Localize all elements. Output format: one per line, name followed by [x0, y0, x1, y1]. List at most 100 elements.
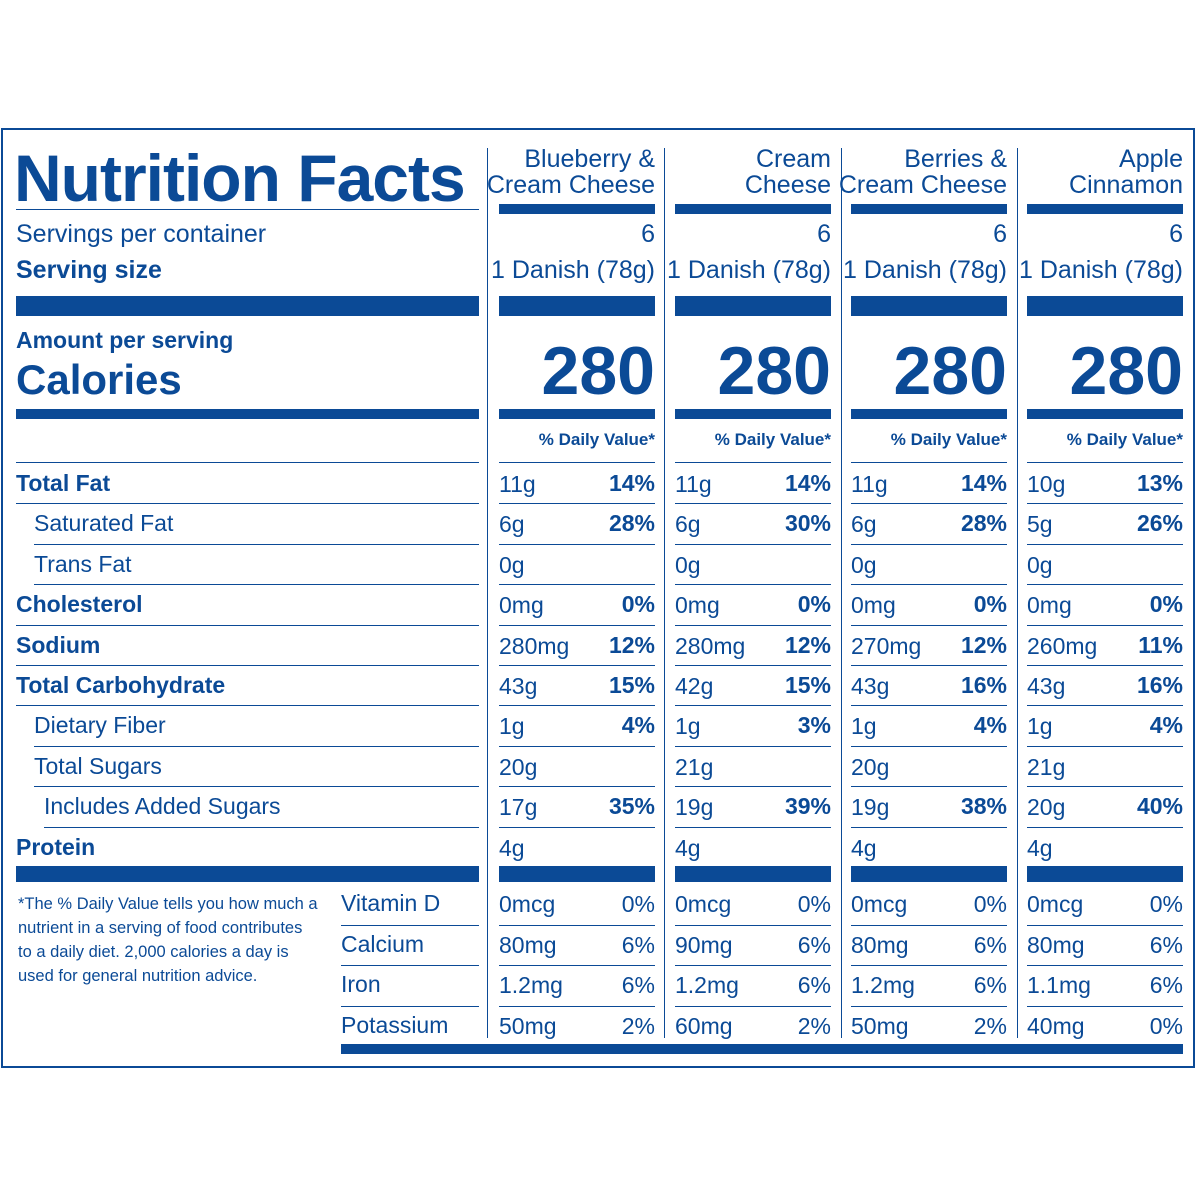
row-divider — [675, 826, 831, 828]
row-divider — [675, 786, 831, 788]
row-divider — [851, 665, 1007, 666]
nutrient-amount: 21g — [675, 753, 714, 780]
row-divider — [16, 503, 479, 505]
servings-value: 6 — [817, 220, 831, 248]
header-bar — [499, 204, 655, 214]
thick-divider — [675, 296, 831, 316]
vitamin-daily-value: 2% — [797, 1012, 831, 1039]
nutrient-daily-value: 14% — [608, 470, 655, 496]
row-divider — [1027, 503, 1183, 505]
daily-value-header: % Daily Value* — [890, 430, 1007, 449]
product-name-line2: Cream Cheese — [838, 171, 1007, 199]
nutrient-daily-value: 38% — [960, 793, 1007, 820]
row-divider — [675, 1005, 831, 1007]
row-divider — [34, 745, 479, 747]
nutrient-daily-value: 39% — [784, 793, 831, 820]
vitamin-label: Calcium — [341, 930, 425, 957]
nutrient-amount: 43g — [1027, 673, 1066, 699]
footnote: *The % Daily Value tells you how much a … — [18, 895, 318, 985]
divider — [1027, 462, 1183, 463]
vitamin-amount: 1.2mg — [851, 972, 915, 998]
row-divider — [851, 503, 1007, 505]
vitamin-label: Vitamin D — [341, 890, 441, 916]
nutrient-amount: 260mg — [1027, 632, 1098, 659]
medium-divider — [1027, 409, 1183, 419]
nutrient-amount: 270mg — [851, 632, 922, 659]
nutrient-daily-value: 12% — [608, 631, 655, 658]
row-divider — [1027, 543, 1183, 545]
row-divider — [499, 826, 655, 828]
row-divider — [1027, 745, 1183, 747]
thick-divider — [499, 296, 655, 316]
nutrient-label: Trans Fat — [34, 550, 132, 577]
thick-divider — [851, 296, 1007, 316]
row-divider — [1027, 924, 1183, 926]
vitamin-daily-value: 6% — [973, 972, 1007, 998]
column-divider — [664, 148, 665, 1038]
nutrient-daily-value: 12% — [784, 631, 831, 658]
nutrient-amount: 43g — [499, 673, 538, 699]
divider — [675, 462, 831, 463]
row-divider — [44, 826, 479, 828]
vitamin-amount: 0mcg — [851, 891, 908, 917]
vitamin-daily-value: 6% — [1149, 972, 1183, 998]
row-divider — [851, 624, 1007, 626]
nutrient-amount: 4g — [675, 834, 701, 861]
nutrient-amount: 0g — [675, 551, 701, 578]
row-divider — [851, 584, 1007, 586]
serving-size-label: Serving size — [16, 256, 162, 284]
nutrient-label: Cholesterol — [16, 591, 143, 618]
calories-label: Calories — [16, 356, 182, 403]
servings-value: 6 — [641, 220, 655, 248]
calories-value: 280 — [1069, 333, 1183, 409]
row-divider — [675, 924, 831, 926]
nutrient-label: Total Carbohydrate — [16, 672, 226, 698]
row-divider — [499, 786, 655, 788]
vitamin-daily-value: 0% — [1149, 1012, 1183, 1039]
servings-per-container-label: Servings per container — [16, 220, 267, 248]
vitamin-amount: 0mcg — [1027, 891, 1084, 917]
daily-value-header: % Daily Value* — [1066, 430, 1183, 449]
divider — [16, 209, 479, 210]
vitamin-amount: 40mg — [1027, 1012, 1085, 1039]
calories-value: 280 — [541, 333, 655, 409]
row-divider — [16, 665, 479, 666]
nutrient-label: Saturated Fat — [34, 510, 174, 537]
servings-value: 6 — [993, 220, 1007, 248]
vitamin-label: Iron — [341, 971, 381, 997]
vitamin-amount: 1.1mg — [1027, 972, 1091, 998]
vitamin-amount: 0mcg — [499, 891, 556, 917]
row-divider — [675, 543, 831, 545]
vitamin-amount: 1.2mg — [499, 972, 563, 998]
row-divider — [341, 1005, 479, 1007]
row-divider — [851, 745, 1007, 747]
nutrient-daily-value: 14% — [960, 470, 1007, 496]
calories-value: 280 — [717, 333, 831, 409]
daily-value-header: % Daily Value* — [538, 430, 655, 449]
thick-divider — [851, 866, 1007, 882]
nutrient-amount: 280mg — [675, 632, 746, 659]
nutrient-label: Total Fat — [16, 470, 111, 496]
vitamin-label: Potassium — [341, 1011, 449, 1038]
nutrient-daily-value: 16% — [960, 672, 1007, 698]
nutrient-amount: 20g — [1027, 794, 1066, 821]
row-divider — [34, 543, 479, 545]
thick-divider — [499, 866, 655, 882]
medium-divider — [16, 409, 479, 419]
serving-size-value: 1 Danish (78g) — [1019, 256, 1183, 284]
servings-value: 6 — [1169, 220, 1183, 248]
divider — [499, 462, 655, 463]
thick-divider — [1027, 296, 1183, 316]
nutrient-amount: 10g — [1027, 471, 1066, 497]
nutrient-daily-value: 4% — [1149, 712, 1183, 739]
nutrient-daily-value: 4% — [973, 712, 1007, 739]
row-divider — [1027, 705, 1183, 707]
medium-divider — [851, 409, 1007, 419]
nutrient-daily-value: 15% — [784, 672, 831, 698]
nutrient-label: Total Sugars — [34, 752, 162, 779]
row-divider — [499, 624, 655, 626]
nutrient-label: Sodium — [16, 631, 101, 658]
nutrient-daily-value: 16% — [1136, 672, 1183, 698]
vitamin-daily-value: 0% — [797, 891, 831, 917]
row-divider — [1027, 1005, 1183, 1007]
